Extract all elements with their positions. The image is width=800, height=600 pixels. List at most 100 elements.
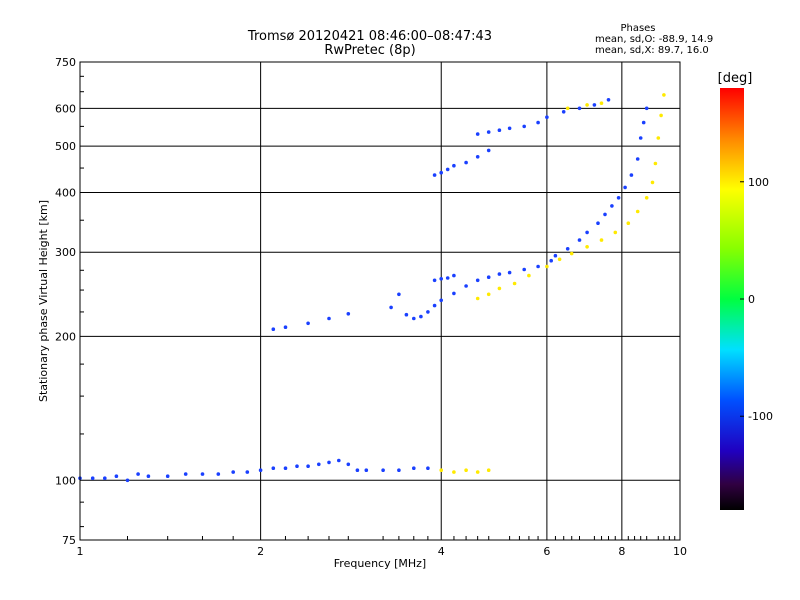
echo-point — [629, 173, 634, 177]
y-tick-label: 200 — [55, 330, 76, 343]
echo-point — [569, 251, 574, 256]
echo-point — [497, 128, 502, 132]
echo-point — [475, 470, 480, 474]
echo-point — [635, 209, 640, 214]
echo-point — [557, 257, 562, 262]
echo-point — [650, 180, 655, 185]
echo-point — [623, 185, 627, 190]
echo-point — [452, 470, 456, 474]
echo-point — [245, 470, 250, 474]
y-tick-label: 500 — [55, 140, 76, 153]
echo-point — [306, 321, 310, 326]
echo-point — [445, 276, 450, 280]
x-tick-label: 2 — [257, 545, 264, 558]
echo-point — [599, 101, 604, 105]
echo-point — [641, 120, 646, 125]
echo-point — [165, 474, 170, 479]
echo-point — [346, 462, 351, 467]
echo-point — [337, 458, 341, 463]
echo-point — [271, 466, 276, 471]
echo-point — [486, 468, 491, 473]
echo-point — [549, 258, 553, 263]
colorbar-tick-label: 100 — [748, 176, 769, 189]
echo-point — [90, 476, 95, 481]
y-tick-label: 600 — [55, 102, 76, 115]
echo-point — [295, 464, 299, 469]
echo-point — [432, 303, 437, 308]
echo-point — [432, 278, 437, 283]
echo-point — [486, 130, 491, 134]
echo-point — [653, 161, 658, 166]
echo-point — [125, 478, 130, 483]
echo-point — [439, 468, 444, 473]
echo-point — [536, 120, 540, 125]
y-tick-label: 750 — [55, 56, 76, 69]
echo-point — [610, 204, 614, 208]
echo-point — [412, 316, 416, 321]
echo-point — [497, 286, 502, 291]
echo-point — [306, 464, 310, 469]
echo-point — [507, 126, 512, 131]
echo-point — [426, 466, 430, 471]
echo-point — [592, 103, 597, 107]
echo-point — [381, 468, 385, 473]
echo-point — [507, 270, 512, 275]
echo-point — [644, 196, 649, 200]
echo-point — [577, 238, 582, 242]
echo-point — [452, 291, 456, 296]
echo-point — [626, 221, 631, 225]
x-tick-label: 4 — [438, 545, 445, 558]
echo-point — [606, 98, 611, 102]
y-axis-label: Stationary phase Virtual Height [km] — [37, 200, 50, 402]
echo-point — [136, 472, 140, 476]
echo-point — [475, 132, 480, 136]
echo-point — [486, 275, 491, 280]
echo-point — [603, 212, 607, 217]
colorbar-label: [deg] — [718, 71, 753, 86]
echo-point — [200, 472, 205, 476]
echo-point — [412, 466, 416, 471]
scatter-points — [78, 93, 666, 483]
echo-point — [585, 103, 589, 107]
echo-point — [475, 278, 480, 283]
y-tick-label: 300 — [55, 246, 76, 259]
echo-point — [497, 272, 502, 276]
y-tick-label: 100 — [55, 474, 76, 487]
echo-point — [419, 314, 423, 319]
echo-point — [216, 472, 221, 476]
echo-point — [545, 264, 549, 269]
echo-point — [545, 115, 549, 119]
y-tick-label: 75 — [62, 534, 76, 547]
echo-point — [512, 281, 517, 286]
phases-x-line: mean, sd,X: 89.7, 16.0 — [595, 45, 709, 56]
echo-point — [439, 298, 444, 303]
echo-point — [114, 474, 119, 479]
plot-frame — [79, 61, 681, 541]
echo-point — [283, 325, 288, 330]
echo-point — [616, 196, 621, 200]
echo-point — [577, 106, 582, 111]
echo-point — [317, 462, 321, 467]
echo-point — [635, 157, 640, 161]
echo-point — [486, 292, 491, 297]
echo-point — [146, 474, 151, 479]
echo-point — [397, 292, 401, 297]
echo-point — [389, 305, 393, 310]
grid-lines — [80, 62, 680, 540]
echo-point — [527, 273, 531, 278]
echo-point — [599, 238, 604, 242]
x-axis-label: Frequency [MHz] — [334, 557, 426, 570]
echo-point — [231, 470, 235, 474]
echo-point — [364, 468, 369, 473]
echo-point — [355, 468, 360, 473]
echo-point — [522, 267, 526, 272]
echo-point — [596, 221, 600, 225]
echo-point — [638, 136, 643, 140]
x-tick-labels: 1 2 4 6 8 10 — [77, 545, 688, 558]
echo-point — [659, 113, 663, 118]
echo-point — [346, 312, 351, 316]
y-tick-label: 400 — [55, 186, 76, 199]
echo-point — [103, 476, 107, 481]
echo-point — [536, 264, 540, 269]
